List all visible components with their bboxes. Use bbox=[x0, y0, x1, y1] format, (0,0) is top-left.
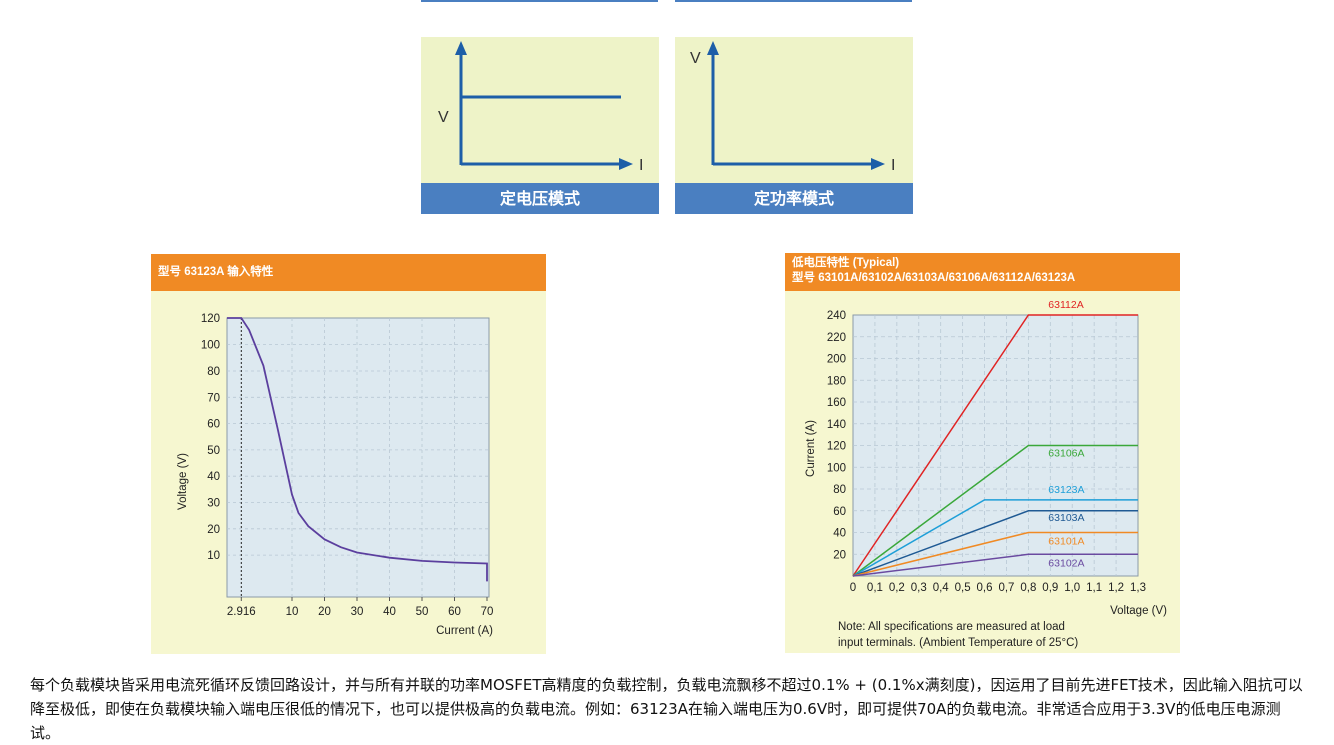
x-tick-label: 0,4 bbox=[933, 582, 950, 594]
description-paragraph: 每个负载模块皆采用电流死循环反馈回路设计，并与所有并联的功率MOSFET高精度的… bbox=[30, 676, 1303, 742]
chart-note-line-2: input terminals. (Ambient Temperature of… bbox=[838, 637, 1078, 649]
chart-header-low-voltage: 低电压特性 (Typical) 型号 63101A/63102A/63103A/… bbox=[785, 253, 1180, 291]
x-tick-label: 0 bbox=[850, 582, 856, 594]
x-tick-label: 40 bbox=[383, 606, 396, 618]
series-line-63123a bbox=[852, 499, 1138, 577]
y-tick-label: 60 bbox=[207, 419, 220, 431]
y-tick-label: 60 bbox=[833, 506, 846, 518]
y-tick-label: 70 bbox=[207, 392, 220, 404]
chart-title-63123a: 型号 63123A 输入特性 bbox=[151, 254, 546, 291]
series-label: 63123A bbox=[1048, 484, 1084, 496]
mode-label-cp: 定功率模式 bbox=[675, 183, 913, 214]
cv-axis-x-label: I bbox=[639, 157, 643, 174]
chart-panel-63123a: 型号 63123A 输入特性 120 100 80 70 60 50 40 30 20 10 2.9… bbox=[151, 254, 546, 654]
series-label: 63101A bbox=[1048, 536, 1084, 548]
y-tick-label: 120 bbox=[201, 313, 220, 325]
input-characteristic-chart: 120 100 80 70 60 50 40 30 20 10 2.916 10 20 30 40 50 60 7… bbox=[177, 313, 494, 637]
x-tick-label: 1,2 bbox=[1108, 582, 1124, 594]
series-line-63101a bbox=[852, 531, 1138, 577]
y-axis-label: Current (A) bbox=[805, 420, 817, 477]
y-tick-label: 20 bbox=[833, 549, 846, 561]
series-label: 63103A bbox=[1048, 512, 1084, 524]
y-tick-label: 80 bbox=[207, 366, 220, 378]
series-label: 63106A bbox=[1048, 448, 1084, 460]
y-tick-label: 160 bbox=[827, 397, 846, 409]
mode-card-strip-right bbox=[675, 0, 912, 2]
y-tick-label: 240 bbox=[827, 310, 846, 322]
x-tick-label: 1,1 bbox=[1086, 582, 1102, 594]
y-tick-label: 40 bbox=[833, 528, 846, 540]
series-line-63102a bbox=[852, 553, 1138, 577]
x-tick-label: 0,3 bbox=[911, 582, 927, 594]
x-tick-label: 0,2 bbox=[889, 582, 905, 594]
chart-title-low-voltage: 低电压特性 (Typical) bbox=[792, 257, 900, 269]
x-axis-label: Voltage (V) bbox=[1110, 605, 1167, 617]
cp-axis-x-label: I bbox=[891, 157, 895, 174]
mode-card-cv: V I 定电压模式 bbox=[421, 37, 659, 214]
y-tick-label: 180 bbox=[827, 375, 846, 387]
series-line-63112a bbox=[852, 314, 1138, 577]
cp-mode-diagram: V I bbox=[690, 41, 895, 174]
x-tick-label: 1,3 bbox=[1130, 582, 1146, 594]
cv-axis-y-label: V bbox=[438, 109, 449, 126]
cv-mode-diagram: V I bbox=[438, 41, 643, 174]
y-tick-label: 100 bbox=[827, 462, 846, 474]
series-label: 63102A bbox=[1048, 557, 1084, 569]
voltage-current-curve bbox=[227, 317, 488, 582]
x-tick-label: 50 bbox=[416, 606, 429, 618]
y-tick-label: 140 bbox=[827, 419, 846, 431]
x-tick-label: 0,9 bbox=[1042, 582, 1058, 594]
x-axis-label: Current (A) bbox=[436, 625, 493, 637]
cp-axis-y-label: V bbox=[690, 50, 701, 67]
x-tick-label: 2.916 bbox=[227, 606, 256, 618]
mode-label-cv: 定电压模式 bbox=[421, 183, 659, 214]
y-axis-label: Voltage (V) bbox=[177, 453, 189, 510]
x-tick-label: 30 bbox=[351, 606, 364, 618]
x-tick-label: 0,5 bbox=[955, 582, 971, 594]
y-tick-label: 20 bbox=[207, 524, 220, 536]
y-tick-label: 30 bbox=[207, 498, 220, 510]
series-line-63103a bbox=[852, 510, 1138, 577]
y-tick-label: 40 bbox=[207, 471, 220, 483]
y-tick-label: 200 bbox=[827, 354, 846, 366]
x-tick-label: 10 bbox=[286, 606, 299, 618]
series-label: 63112A bbox=[1048, 299, 1083, 311]
x-tick-label: 0,1 bbox=[867, 582, 883, 594]
mode-card-strip-left bbox=[421, 0, 658, 2]
mode-card-cp: V I 定功率模式 bbox=[675, 37, 913, 214]
x-tick-label: 20 bbox=[318, 606, 331, 618]
y-tick-label: 120 bbox=[827, 441, 846, 453]
x-tick-label: 1,0 bbox=[1064, 582, 1080, 594]
x-tick-label: 0,6 bbox=[977, 582, 993, 594]
y-tick-label: 50 bbox=[207, 445, 220, 457]
chart-note-line-1: Note: All specifications are measured at… bbox=[838, 621, 1065, 633]
x-tick-label: 70 bbox=[481, 606, 494, 618]
x-tick-label: 0,7 bbox=[998, 582, 1014, 594]
y-tick-label: 100 bbox=[201, 340, 220, 352]
x-tick-label: 0,8 bbox=[1020, 582, 1036, 594]
plot-area bbox=[226, 317, 490, 598]
y-tick-label: 220 bbox=[827, 332, 846, 344]
y-tick-label: 10 bbox=[207, 550, 220, 562]
y-tick-label: 80 bbox=[833, 484, 846, 496]
series-line-63106a bbox=[852, 444, 1138, 577]
chart-panel-low-voltage: 低电压特性 (Typical) 型号 63101A/63102A/63103A/… bbox=[785, 253, 1180, 653]
x-tick-label: 60 bbox=[448, 606, 461, 618]
chart-subtitle-models: 型号 63101A/63102A/63103A/63106A/63112A/63… bbox=[792, 272, 1076, 284]
